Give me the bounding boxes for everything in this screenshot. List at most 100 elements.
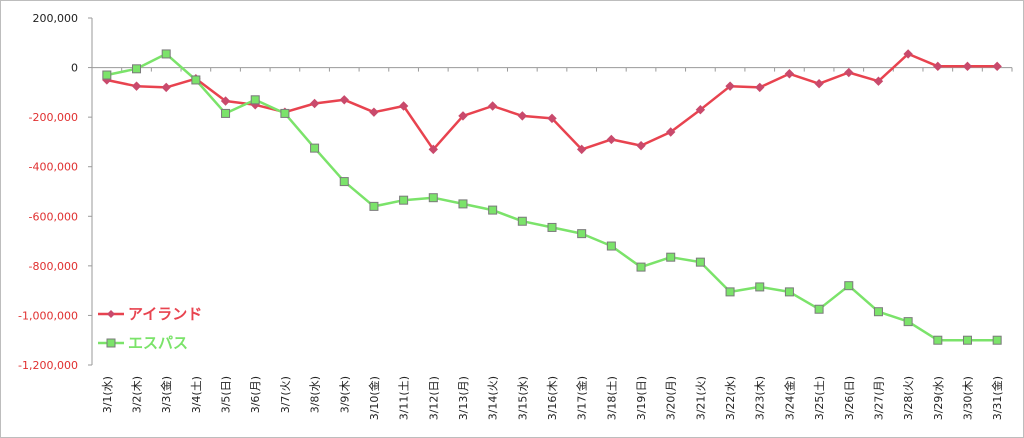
x-tick-label: 3/14(火): [487, 376, 500, 420]
x-tick-label: 3/7(火): [279, 376, 292, 413]
data-point: [458, 111, 468, 121]
x-tick-label: 3/23(木): [754, 376, 767, 420]
x-tick-label: 3/25(土): [813, 376, 826, 420]
data-point: [873, 76, 884, 86]
data-point: [636, 140, 646, 151]
data-point: [933, 335, 943, 345]
data-point: [488, 205, 498, 215]
y-tick-label: -400,000: [29, 161, 78, 174]
x-tick-label: 3/31(金): [990, 376, 1004, 420]
data-point: [547, 222, 557, 232]
x-tick-label: 3/2(木): [131, 376, 144, 413]
data-point: [339, 95, 349, 105]
y-tick-label: -1,000,000: [18, 309, 78, 322]
data-point: [250, 95, 260, 105]
data-point: [784, 69, 795, 79]
data-point: [131, 81, 142, 91]
x-tick-label: 3/27(月): [872, 376, 885, 420]
x-tick-label: 3/28(火): [902, 376, 915, 420]
y-tick-label: -1,200,000: [18, 359, 78, 372]
data-point: [962, 335, 972, 345]
x-tick-label: 3/26(日): [843, 376, 856, 420]
data-point: [517, 216, 527, 226]
x-tick-label: 3/6(月): [249, 376, 262, 413]
data-point: [992, 61, 1002, 72]
x-tick-label: 3/21(火): [694, 376, 707, 420]
data-point: [844, 281, 854, 291]
data-point: [844, 67, 854, 78]
x-tick-label: 3/8(水): [309, 376, 322, 413]
data-point: [873, 307, 883, 317]
data-point: [577, 229, 587, 239]
data-point: [903, 49, 913, 59]
x-tick-label: 3/17(金): [575, 376, 589, 420]
data-point: [339, 177, 349, 187]
data-point: [428, 144, 438, 155]
x-tick-label: 3/30(木): [961, 376, 974, 420]
x-tick-label: 3/4(土): [190, 376, 203, 413]
data-point: [132, 64, 142, 74]
x-tick-label: 3/3(金): [159, 376, 173, 413]
y-tick-label: -600,000: [29, 210, 78, 223]
data-point: [191, 75, 201, 85]
data-point: [161, 49, 171, 59]
data-point: [933, 61, 943, 72]
x-tick-label: 3/16(木): [546, 376, 559, 420]
x-tick-label: 3/20(月): [665, 376, 678, 420]
data-point: [903, 317, 913, 327]
x-tick-label: 3/11(土): [398, 376, 411, 420]
data-point: [220, 96, 231, 106]
data-point: [458, 199, 468, 209]
data-point: [309, 98, 320, 109]
data-point: [814, 304, 824, 314]
data-point: [369, 107, 379, 117]
legend-label-1: アイランド: [128, 305, 202, 323]
data-point: [695, 105, 706, 115]
data-point: [725, 287, 735, 297]
y-tick-label: -200,000: [29, 111, 78, 124]
data-point: [102, 70, 112, 80]
series-line-2: [106, 52, 998, 342]
data-point: [695, 257, 705, 267]
data-point: [755, 82, 765, 93]
x-tick-label: 3/10(金): [367, 376, 381, 420]
data-point: [992, 335, 1002, 345]
data-point: [487, 101, 498, 111]
x-tick-label: 3/13(月): [457, 376, 470, 420]
data-point: [636, 262, 646, 272]
y-tick-label: -800,000: [29, 260, 78, 273]
data-point: [369, 201, 379, 211]
x-tick-label: 3/24(金): [782, 376, 796, 420]
y-tick-label: 0: [71, 62, 78, 75]
data-point: [280, 108, 290, 118]
data-point: [784, 287, 794, 297]
series-lines: [106, 52, 998, 342]
axes: [88, 17, 1013, 366]
x-tick-label: 3/18(土): [605, 376, 618, 420]
data-point: [576, 144, 587, 155]
legend-marker-diamond: [107, 310, 115, 318]
x-tick-label: 3/9(木): [338, 376, 351, 413]
x-tick-label: 3/12(日): [427, 376, 440, 420]
data-point: [962, 61, 973, 72]
x-tick-label: 3/15(水): [516, 376, 529, 420]
data-point: [606, 134, 617, 145]
data-point: [161, 82, 171, 93]
legend-marker-square: [106, 338, 116, 348]
data-point: [725, 81, 735, 91]
data-point: [547, 113, 557, 124]
x-tick-label: 3/1(水): [101, 376, 114, 413]
x-tick-labels: 3/1(水) 3/2(木) 3/3(金) 3/4(土) 3/5(日) 3/6(月) 3/7(…: [101, 376, 1004, 420]
data-point: [221, 108, 231, 118]
legend-label-2: エスパス: [128, 334, 188, 352]
x-tick-label: 3/5(日): [220, 376, 233, 413]
data-point: [606, 241, 616, 251]
data-point: [517, 111, 528, 121]
data-point: [398, 101, 409, 111]
data-point: [666, 127, 676, 137]
y-tick-labels: 200,000 0 -200,000 -400,000 -600,000 -800,000…: [18, 12, 78, 372]
data-point: [814, 78, 824, 89]
series-markers: [102, 49, 1002, 345]
